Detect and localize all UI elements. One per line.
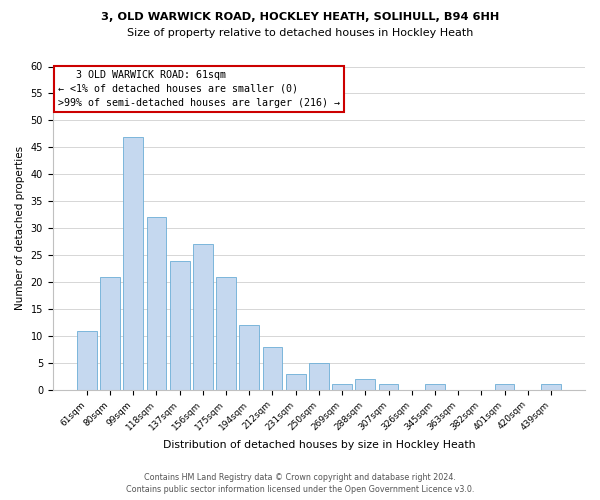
Text: Contains HM Land Registry data © Crown copyright and database right 2024.
Contai: Contains HM Land Registry data © Crown c… <box>126 472 474 494</box>
Bar <box>355 379 375 390</box>
Bar <box>146 218 166 390</box>
Text: Size of property relative to detached houses in Hockley Heath: Size of property relative to detached ho… <box>127 28 473 38</box>
Bar <box>286 374 305 390</box>
Bar <box>216 276 236 390</box>
Y-axis label: Number of detached properties: Number of detached properties <box>15 146 25 310</box>
Bar <box>239 325 259 390</box>
Bar <box>541 384 561 390</box>
Text: 3 OLD WARWICK ROAD: 61sqm
← <1% of detached houses are smaller (0)
>99% of semi-: 3 OLD WARWICK ROAD: 61sqm ← <1% of detac… <box>58 70 340 108</box>
Bar <box>263 346 283 390</box>
Bar <box>170 260 190 390</box>
Text: 3, OLD WARWICK ROAD, HOCKLEY HEATH, SOLIHULL, B94 6HH: 3, OLD WARWICK ROAD, HOCKLEY HEATH, SOLI… <box>101 12 499 22</box>
X-axis label: Distribution of detached houses by size in Hockley Heath: Distribution of detached houses by size … <box>163 440 475 450</box>
Bar <box>193 244 213 390</box>
Bar <box>332 384 352 390</box>
Bar <box>124 136 143 390</box>
Bar <box>309 363 329 390</box>
Bar <box>77 330 97 390</box>
Bar <box>494 384 514 390</box>
Bar <box>379 384 398 390</box>
Bar <box>100 276 120 390</box>
Bar <box>425 384 445 390</box>
